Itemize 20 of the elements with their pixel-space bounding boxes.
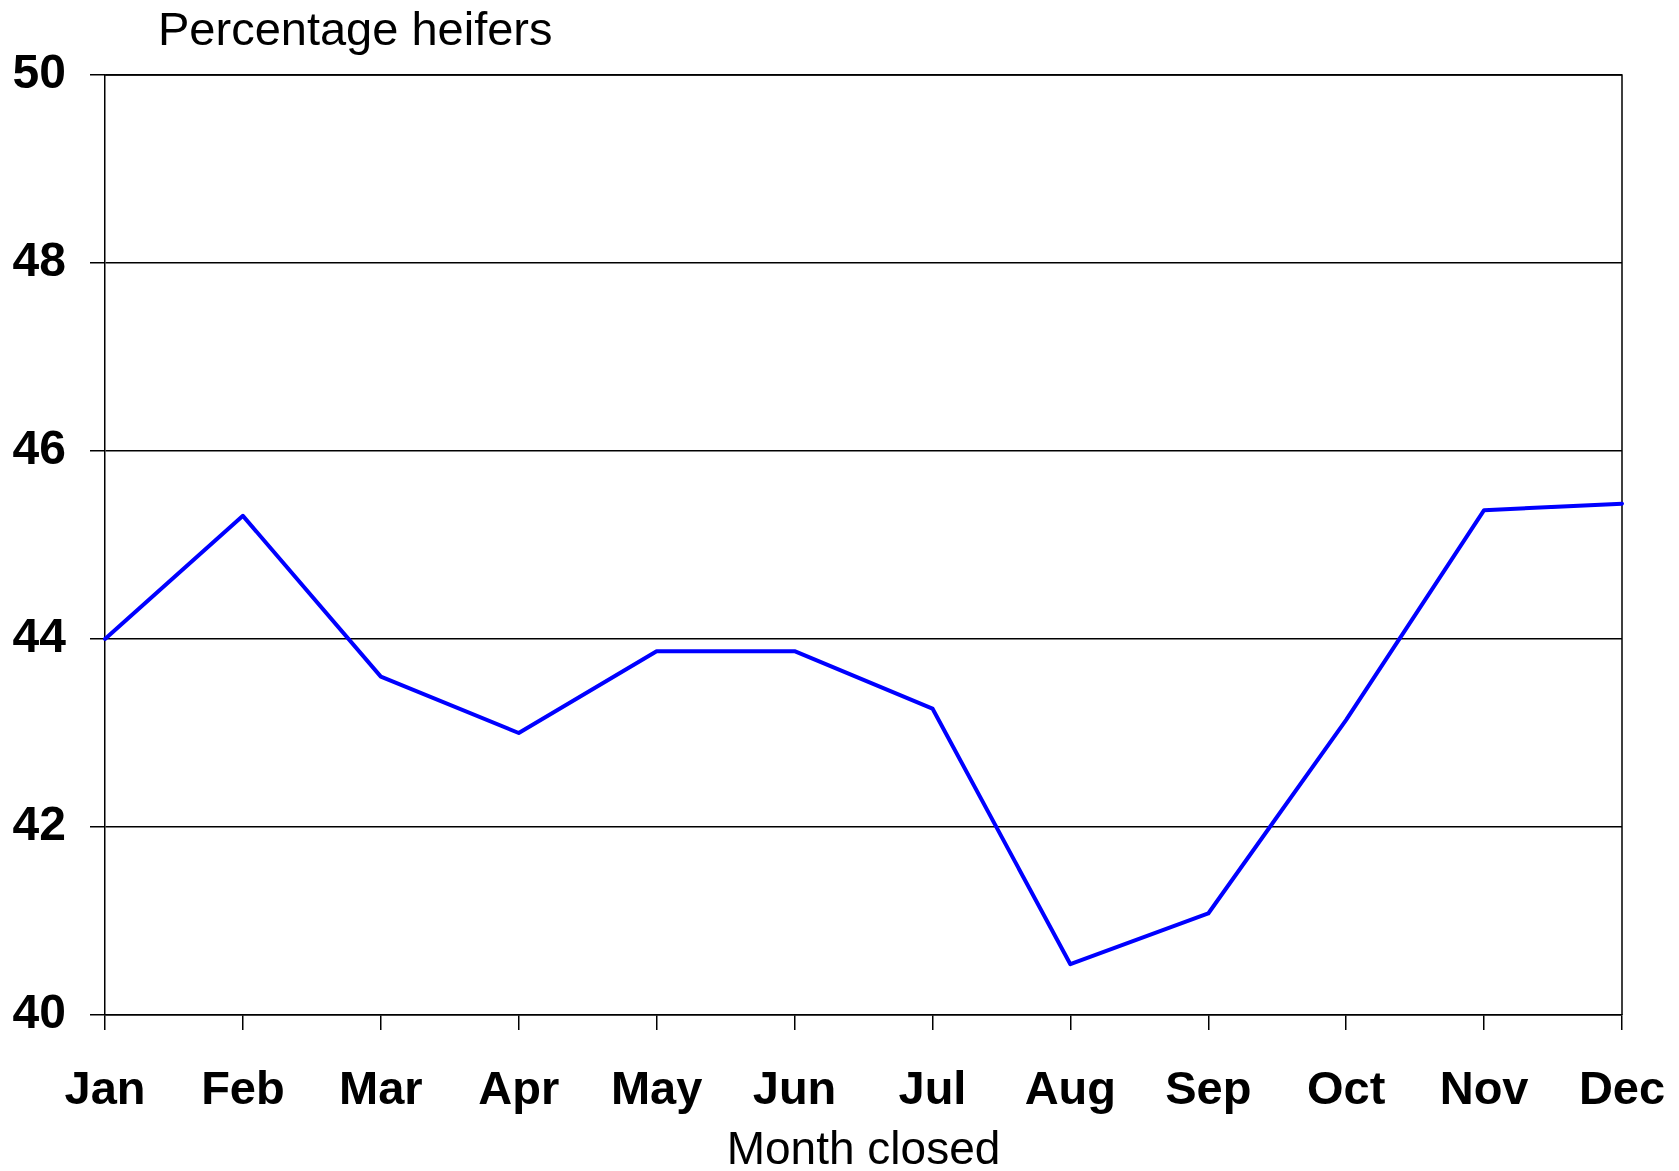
x-tick-label: Oct [1307,1061,1386,1115]
x-tick-label: Apr [478,1061,560,1115]
x-tick-label: May [610,1061,703,1115]
y-axis-title: Percentage heifers [158,2,553,55]
x-tick-label: Sep [1165,1061,1252,1115]
x-tick-label: Jul [898,1061,967,1115]
x-tick-label: Jun [752,1061,837,1115]
x-tick-label: Jan [64,1061,146,1115]
x-tick-label: Dec [1578,1061,1666,1115]
y-tick-label: 44 [12,609,67,663]
y-tick-label: 46 [12,421,66,475]
y-tick-label: 40 [12,985,66,1039]
x-tick-label: Mar [339,1061,423,1115]
x-axis-title: Month closed [726,1122,1001,1171]
y-tick-label: 48 [12,233,66,287]
x-tick-label: Nov [1439,1061,1529,1115]
x-tick-label: Feb [201,1061,285,1115]
x-tick-label: Aug [1024,1061,1117,1115]
y-tick-label: 50 [12,45,66,99]
y-tick-label: 42 [12,797,66,851]
